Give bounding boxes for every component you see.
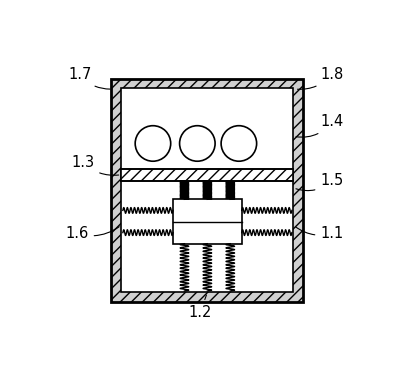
- Text: 1.7: 1.7: [68, 67, 110, 89]
- Text: 1.1: 1.1: [295, 226, 344, 241]
- Bar: [121, 169, 293, 181]
- Text: 1.4: 1.4: [296, 115, 344, 137]
- Text: 1.3: 1.3: [71, 155, 119, 175]
- Bar: [121, 87, 293, 292]
- Text: 1.6: 1.6: [65, 226, 119, 241]
- Bar: [173, 199, 242, 244]
- Text: 1.2: 1.2: [188, 295, 212, 320]
- Text: 1.5: 1.5: [296, 173, 344, 190]
- Text: 1.8: 1.8: [297, 67, 344, 89]
- Bar: [112, 79, 303, 302]
- Bar: [112, 79, 303, 302]
